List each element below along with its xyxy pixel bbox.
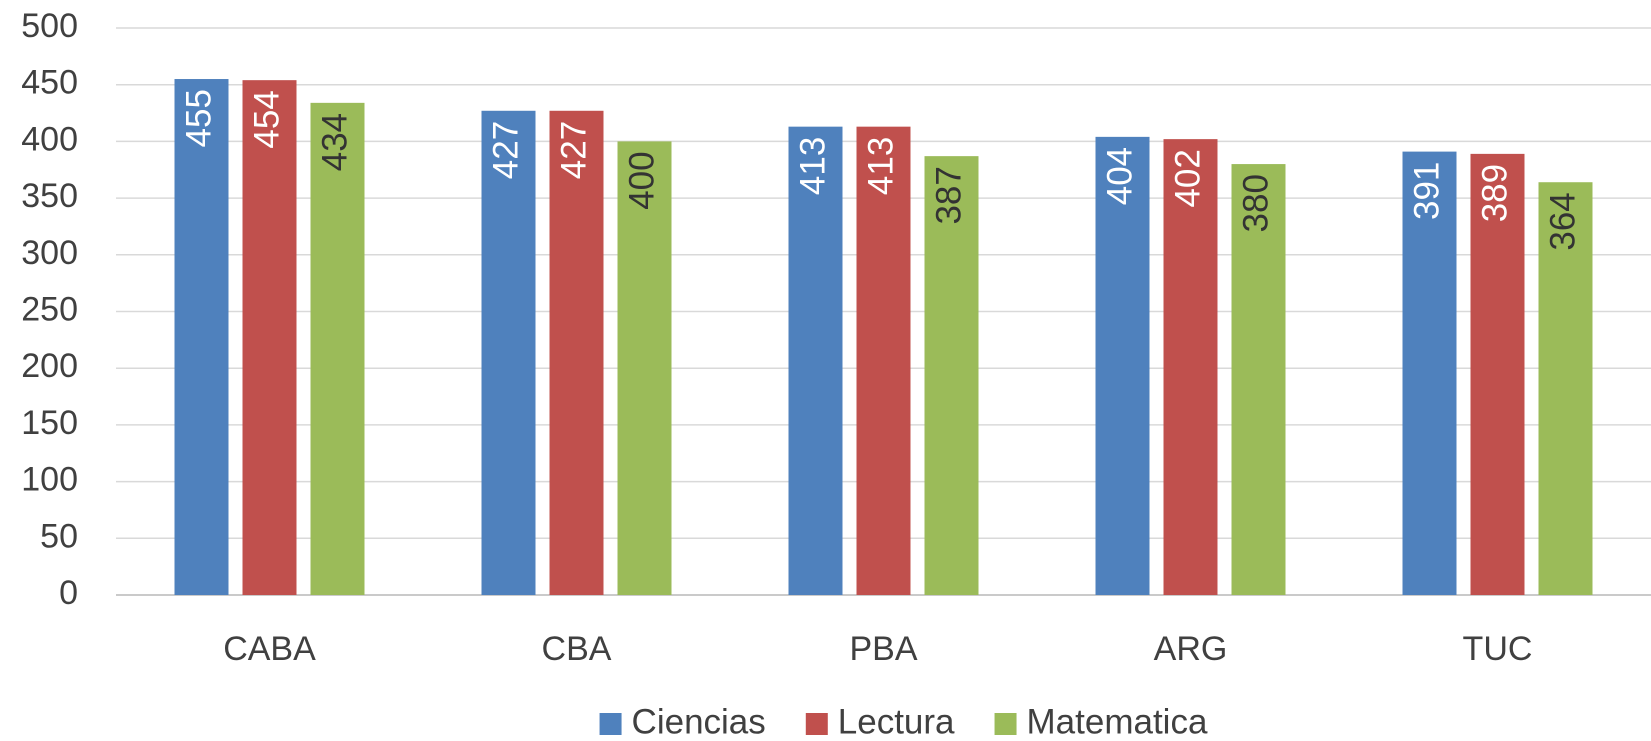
x-tick-label: PBA — [849, 630, 917, 668]
data-label: 364 — [1544, 192, 1583, 250]
legend-swatch — [994, 713, 1017, 735]
data-label: 427 — [555, 121, 594, 179]
legend-swatch — [805, 713, 828, 735]
data-label: 455 — [180, 89, 219, 147]
bar — [617, 141, 672, 595]
data-label: 402 — [1169, 149, 1208, 207]
bar — [924, 156, 979, 595]
legend-label: Lectura — [838, 702, 955, 741]
legend-label: Ciencias — [632, 702, 766, 741]
bar — [788, 126, 843, 596]
y-tick-label: 0 — [59, 574, 78, 612]
bar — [481, 110, 536, 596]
data-label: 400 — [623, 151, 662, 209]
x-tick-label: CABA — [223, 630, 316, 668]
bar — [1095, 136, 1150, 595]
y-tick-label: 450 — [21, 64, 78, 102]
bar — [1402, 151, 1457, 595]
data-label: 413 — [862, 137, 901, 195]
bar — [1231, 164, 1286, 595]
y-tick-label: 300 — [21, 234, 78, 272]
legend-label: Matematica — [1027, 702, 1208, 741]
data-label: 413 — [794, 137, 833, 195]
y-tick-label: 350 — [21, 177, 78, 215]
data-label: 427 — [487, 121, 526, 179]
data-label: 389 — [1476, 164, 1515, 222]
y-tick-label: 400 — [21, 120, 78, 158]
x-tick-label: CBA — [542, 630, 612, 668]
bar — [856, 126, 911, 596]
data-label: 380 — [1237, 174, 1276, 232]
x-tick-label: TUC — [1463, 630, 1533, 668]
y-tick-label: 50 — [40, 517, 78, 555]
legend-swatch — [599, 713, 622, 735]
bar — [1538, 182, 1593, 595]
data-label: 391 — [1408, 162, 1447, 220]
x-tick-label: ARG — [1154, 630, 1228, 668]
bar — [310, 102, 365, 596]
bar — [242, 80, 297, 595]
bar — [1163, 139, 1218, 595]
y-tick-label: 100 — [21, 461, 78, 499]
y-tick-label: 500 — [21, 7, 78, 45]
bar — [549, 110, 604, 596]
data-label: 434 — [316, 113, 355, 171]
data-label: 454 — [248, 90, 287, 148]
y-tick-label: 150 — [21, 404, 78, 442]
data-label: 387 — [930, 166, 969, 224]
y-tick-label: 250 — [21, 290, 78, 328]
data-label: 404 — [1101, 147, 1140, 205]
y-tick-label: 200 — [21, 347, 78, 385]
bar — [1470, 153, 1525, 595]
bar — [174, 79, 229, 595]
